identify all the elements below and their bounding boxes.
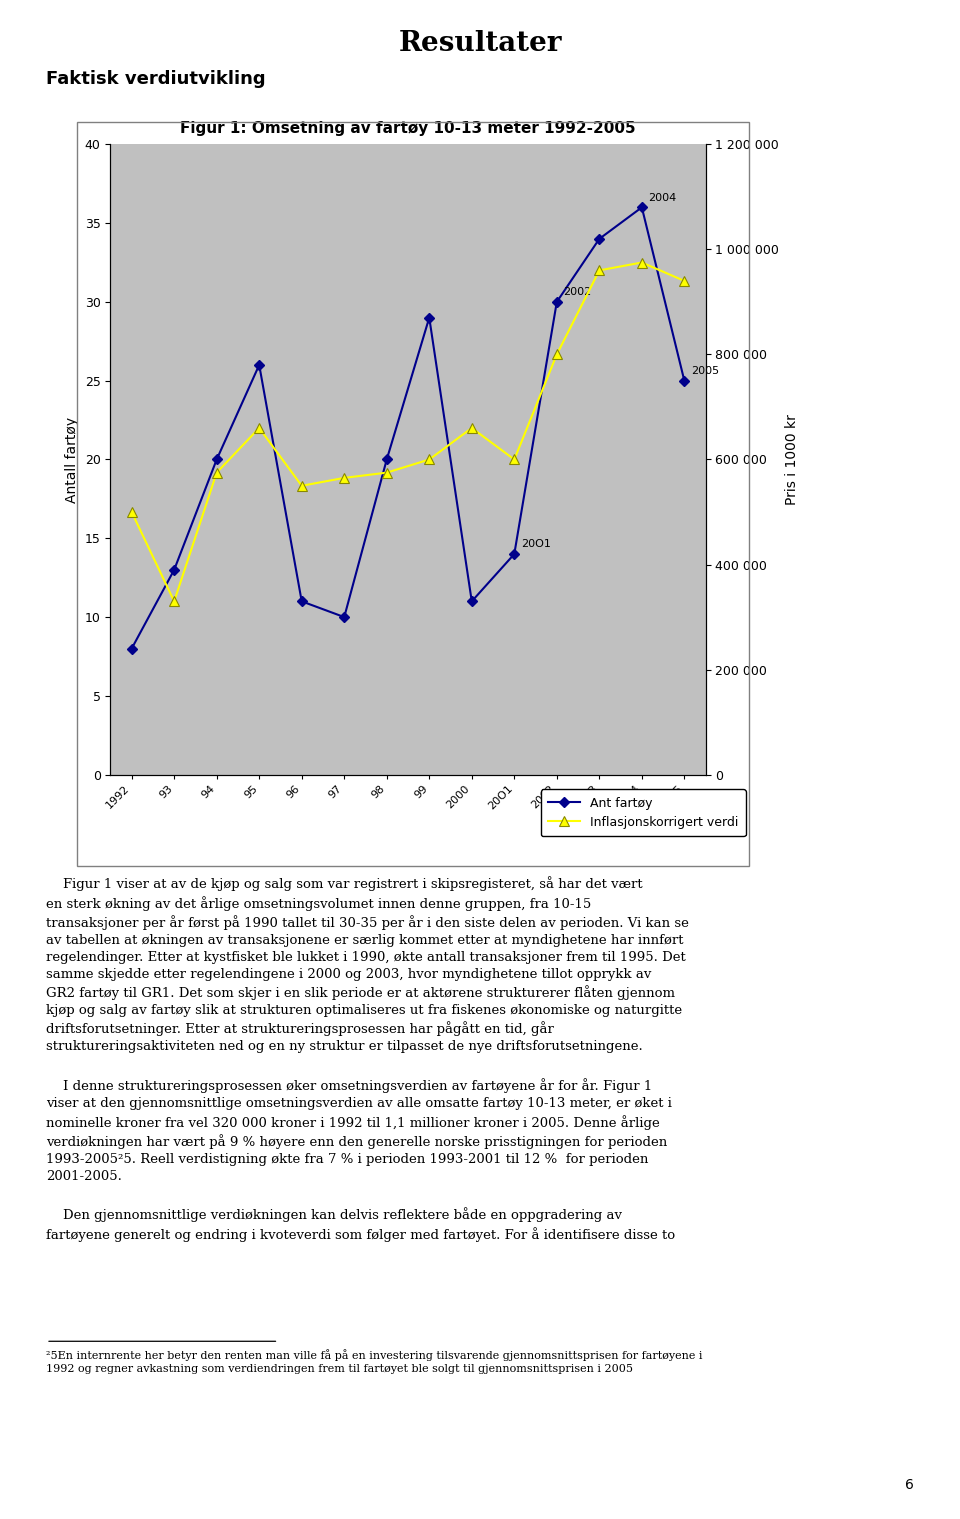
Text: 2002: 2002: [564, 287, 591, 298]
Y-axis label: Pris i 1000 kr: Pris i 1000 kr: [784, 415, 799, 504]
Y-axis label: Antall fartøy: Antall fartøy: [65, 416, 80, 503]
Text: I denne struktureringsprosessen øker omsetningsverdien av fartøyene år for år. F: I denne struktureringsprosessen øker oms…: [46, 1078, 672, 1182]
Text: 2005: 2005: [691, 366, 719, 377]
Text: Faktisk verdiutvikling: Faktisk verdiutvikling: [46, 70, 266, 88]
Text: 6: 6: [905, 1478, 914, 1492]
Text: Resultater: Resultater: [398, 30, 562, 58]
Text: Figur 1 viser at av de kjøp og salg som var registrert i skipsregisteret, så har: Figur 1 viser at av de kjøp og salg som …: [46, 876, 689, 1053]
Text: ²5En internrente her betyr den renten man ville få på en investering tilsvarende: ²5En internrente her betyr den renten ma…: [46, 1349, 703, 1373]
Text: 2004: 2004: [648, 193, 677, 202]
Legend: Ant fartøy, Inflasjonskorrigert verdi: Ant fartøy, Inflasjonskorrigert verdi: [540, 788, 746, 837]
Text: 20O1: 20O1: [520, 539, 550, 550]
Title: Figur 1: Omsetning av fartøy 10-13 meter 1992-2005: Figur 1: Omsetning av fartøy 10-13 meter…: [180, 122, 636, 137]
Text: Den gjennomsnittlige verdiøkningen kan delvis reflektere både en oppgradering av: Den gjennomsnittlige verdiøkningen kan d…: [46, 1208, 675, 1243]
